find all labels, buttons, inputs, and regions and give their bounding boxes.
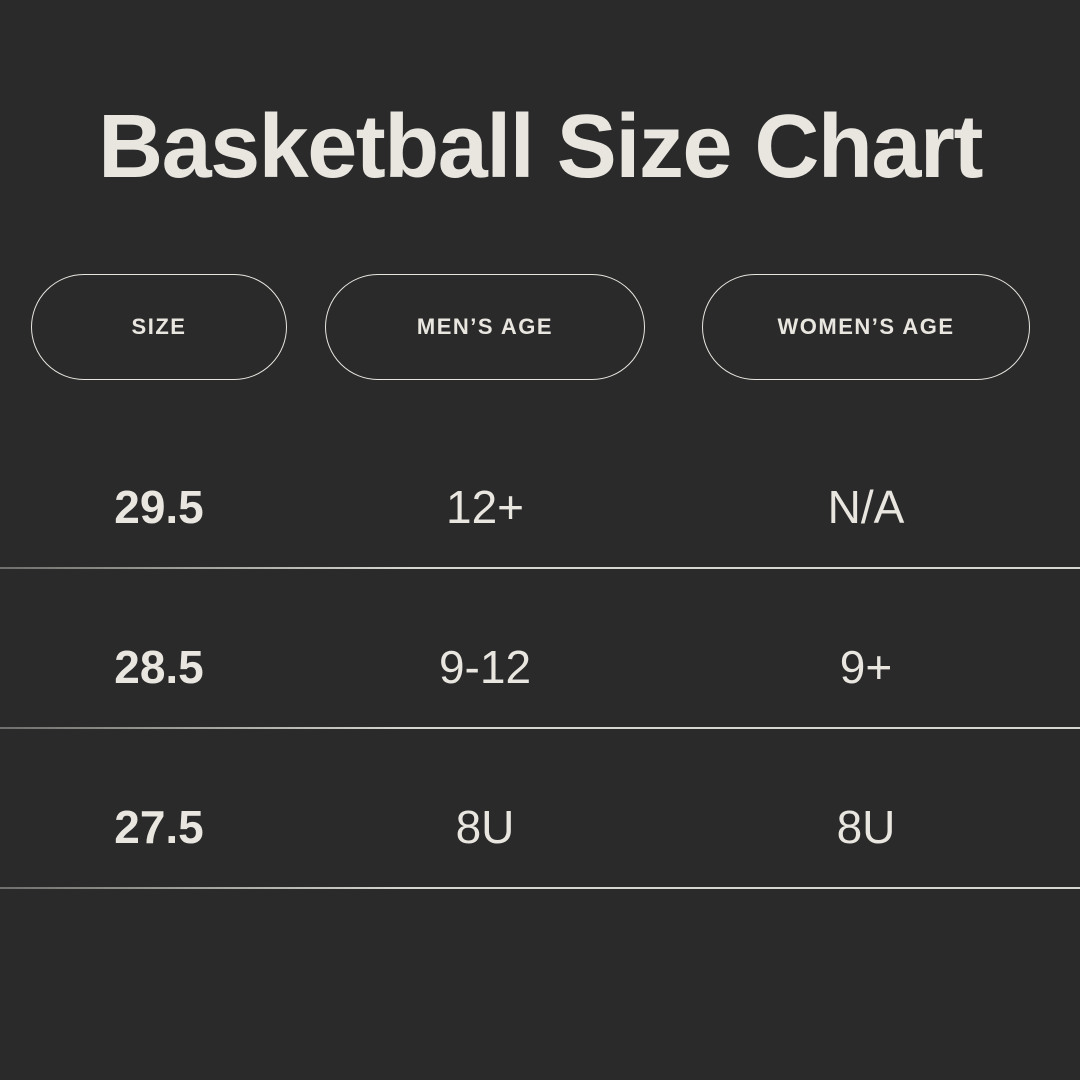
column-header-pill-mens-age: MEN’S AGE [325, 273, 645, 380]
cell-mens-age: 8U [455, 800, 515, 853]
column-header-pill-womens-age: WOMEN’S AGE [702, 273, 1030, 380]
cell-womens-age: N/A [827, 480, 905, 533]
cell-size: 27.5 [114, 800, 204, 853]
table-row: 28.5 9-12 9+ [0, 568, 1080, 729]
table-row: 27.5 8U 8U [0, 728, 1080, 889]
column-header-pill-size: SIZE [31, 273, 287, 380]
cell-womens-age: 9+ [839, 640, 893, 693]
column-header-label-womens-age: WOMEN’S AGE [777, 313, 955, 339]
cell-womens-age: 8U [836, 800, 896, 853]
header-cell-size: SIZE [0, 273, 318, 380]
header-cell-mens-age: MEN’S AGE [318, 273, 652, 380]
cell-size: 28.5 [114, 640, 204, 693]
page-title: Basketball Size Chart [98, 97, 983, 197]
cell-mens-age: 9-12 [438, 640, 532, 693]
cell-mens-age: 12+ [445, 480, 525, 533]
column-header-label-mens-age: MEN’S AGE [416, 313, 554, 339]
size-table: 29.5 12+ N/A 28.5 9-12 9+ 27.5 8U 8U [0, 408, 1080, 889]
header-cell-womens-age: WOMEN’S AGE [652, 273, 1080, 380]
column-header-label-size: SIZE [131, 313, 187, 339]
cell-size: 29.5 [114, 480, 204, 533]
table-row: 29.5 12+ N/A [0, 408, 1080, 569]
table-header-row: SIZE MEN’S AGE WOMEN’S AGE [0, 273, 1080, 380]
